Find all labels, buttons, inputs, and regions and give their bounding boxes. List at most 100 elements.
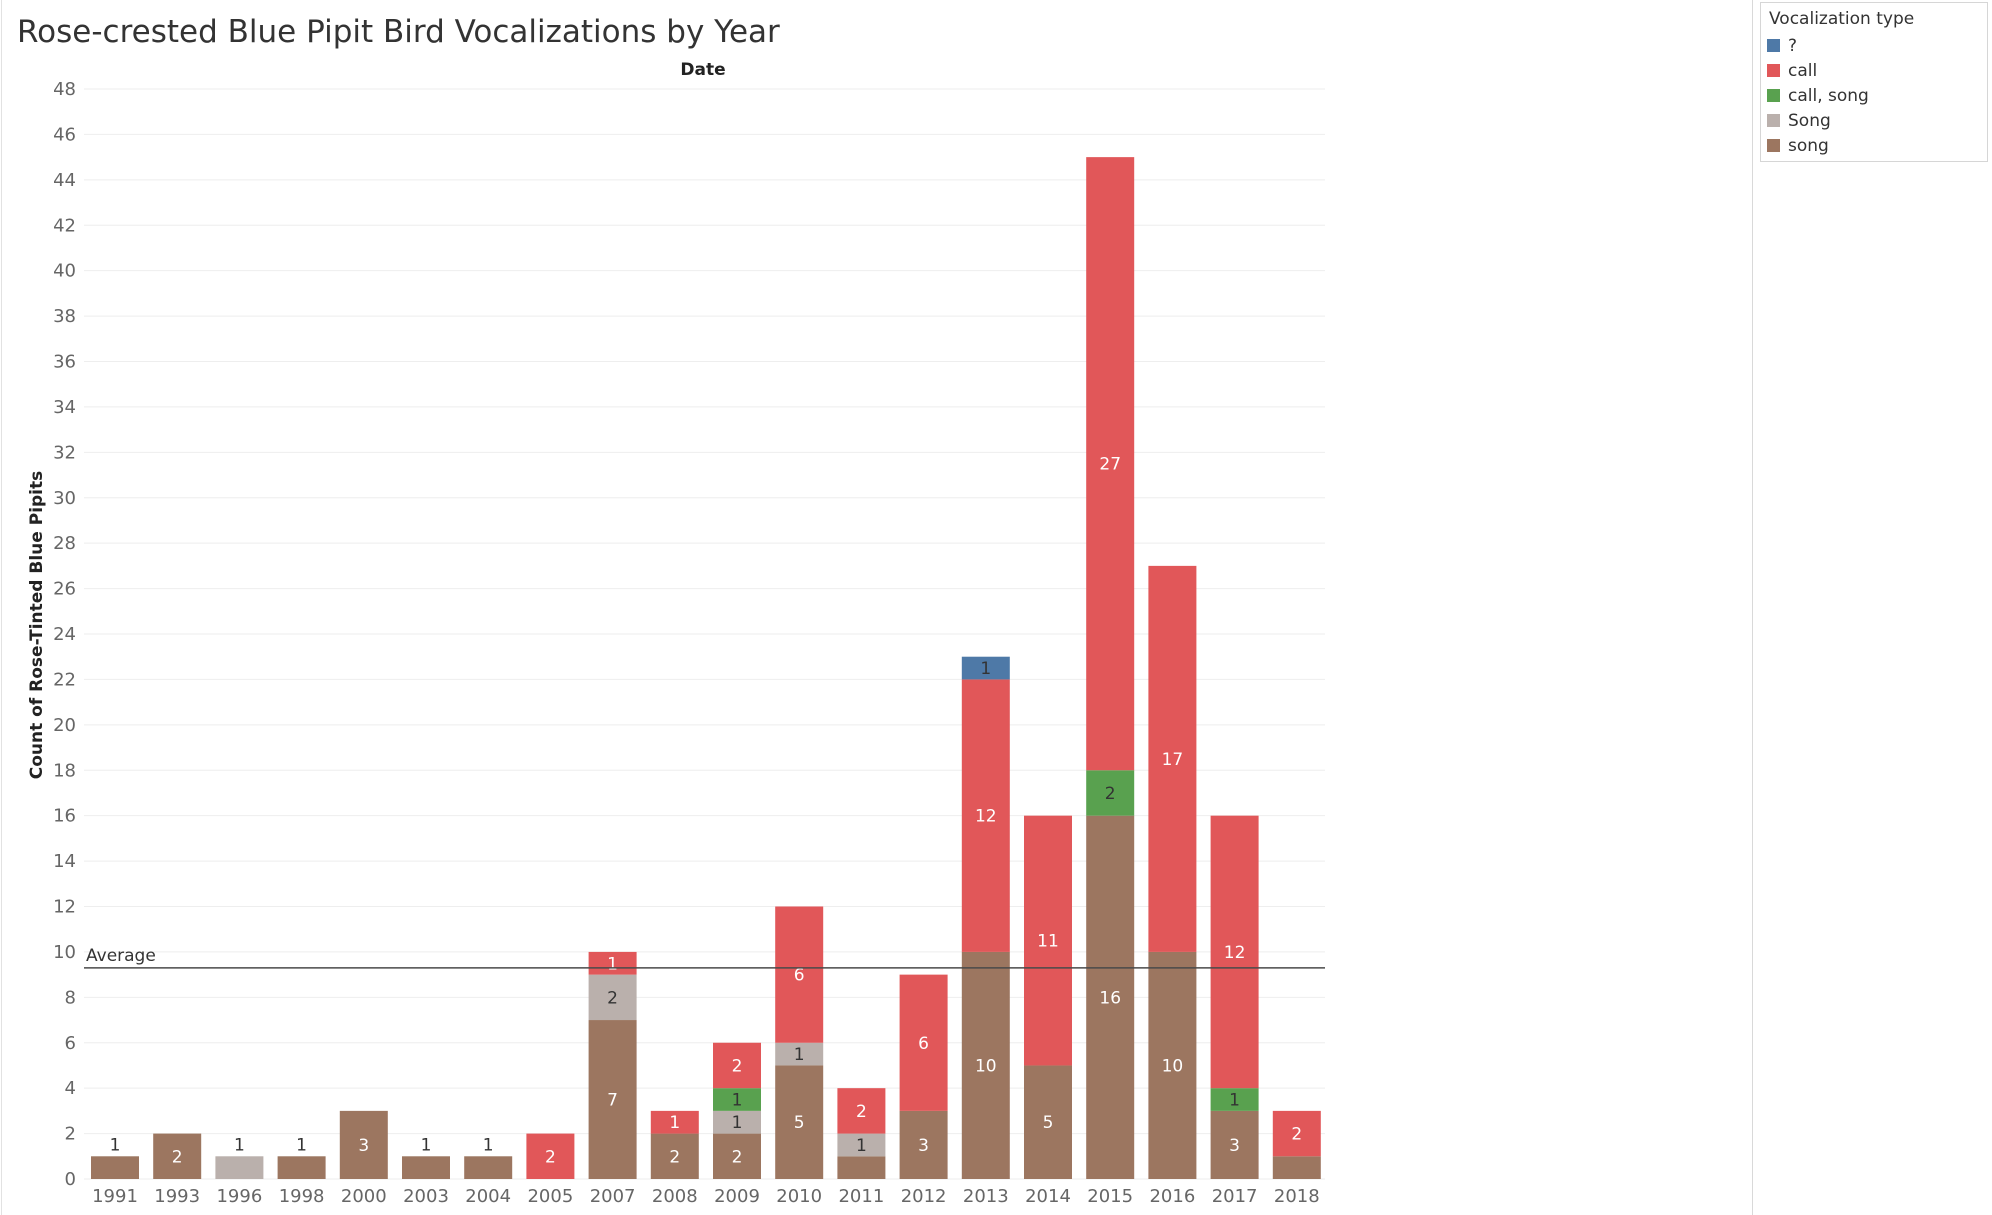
bar-segment xyxy=(775,1042,824,1066)
bar-segment xyxy=(588,974,637,1021)
legend-title: Vocalization type xyxy=(1769,9,1915,29)
x-tick-label: 2012 xyxy=(901,1186,947,1207)
data-label: 3 xyxy=(358,1136,369,1156)
data-label: 2 xyxy=(669,1147,680,1167)
legend-item[interactable]: call xyxy=(1761,58,1987,83)
y-tick-label: 46 xyxy=(53,124,76,145)
bar-segment xyxy=(837,1088,886,1134)
x-tick-label: 2003 xyxy=(403,1186,449,1207)
y-tick-label: 8 xyxy=(65,987,76,1008)
bar-segment xyxy=(1086,815,1135,1179)
x-tick-label: 2008 xyxy=(652,1186,698,1207)
bar-segment xyxy=(899,1110,948,1179)
data-label: 1 xyxy=(607,954,618,974)
data-label: 2 xyxy=(607,988,618,1008)
bar-segment xyxy=(713,1042,761,1089)
data-label: 11 xyxy=(1037,932,1059,952)
x-tick-label: 2018 xyxy=(1274,1186,1320,1207)
bars: 1211311272121211251611236101215111622710… xyxy=(91,157,1321,1179)
legend-label: call, song xyxy=(1788,85,1869,106)
bar-segment xyxy=(775,906,824,1043)
chart: Rose-crested Blue Pipit Bird Vocalizatio… xyxy=(17,14,1325,1207)
bar-segment xyxy=(1210,1088,1259,1111)
x-tick-label: 1993 xyxy=(154,1186,200,1207)
legend-swatch xyxy=(1767,114,1780,127)
bar-segment xyxy=(91,1156,139,1179)
column-header: Date xyxy=(680,60,725,80)
bar-segment xyxy=(1148,565,1197,952)
y-tick-label: 24 xyxy=(53,624,76,645)
data-label: 5 xyxy=(1043,1113,1054,1133)
data-label: 3 xyxy=(1229,1136,1240,1156)
x-tick-label: 2014 xyxy=(1025,1186,1071,1207)
y-tick-label: 18 xyxy=(53,760,76,781)
y-tick-label: 26 xyxy=(53,579,76,600)
bar-segment xyxy=(1148,951,1197,1179)
legend-label: Song xyxy=(1788,110,1831,131)
data-label: 16 xyxy=(1099,988,1121,1008)
x-tick-label: 2000 xyxy=(341,1186,387,1207)
x-tick-label: 2004 xyxy=(465,1186,511,1207)
legend-items: ? call call, song Song song xyxy=(1761,33,1987,158)
legend-swatch xyxy=(1767,139,1780,152)
x-tick-label: 2017 xyxy=(1212,1186,1258,1207)
data-label: 17 xyxy=(1162,750,1184,770)
y-tick-label: 16 xyxy=(53,806,76,827)
y-tick-label: 14 xyxy=(53,851,76,872)
bar-segment xyxy=(961,679,1010,952)
data-label: 2 xyxy=(1291,1125,1302,1145)
y-axis-title: Count of Rose-Tinted Blue Pipits xyxy=(27,471,47,780)
legend-item[interactable]: call, song xyxy=(1761,83,1987,108)
bar-segment xyxy=(277,1156,326,1179)
data-label: 6 xyxy=(794,966,805,986)
data-label: 1 xyxy=(856,1136,867,1156)
legend-swatch xyxy=(1767,39,1780,52)
legend-label: call xyxy=(1788,60,1818,81)
y-tick-label: 32 xyxy=(53,442,76,463)
y-tick-label: 40 xyxy=(53,261,76,282)
data-label: 1 xyxy=(296,1135,307,1155)
data-label: 1 xyxy=(732,1113,743,1133)
x-tick-label: 2015 xyxy=(1087,1186,1133,1207)
bar-segment xyxy=(526,1133,575,1179)
data-label: 1 xyxy=(234,1135,245,1155)
data-label: 7 xyxy=(607,1091,618,1111)
bar-segment xyxy=(713,1110,761,1134)
data-label: 2 xyxy=(545,1147,556,1167)
x-tick-label: 1998 xyxy=(279,1186,325,1207)
data-label: 2 xyxy=(1105,784,1116,804)
y-tick-label: 44 xyxy=(53,170,76,191)
data-label: 1 xyxy=(669,1113,680,1133)
y-axis-ticks: 0246810121416182022242628303234363840424… xyxy=(53,79,76,1190)
legend-swatch xyxy=(1767,89,1780,102)
bar-segment xyxy=(588,1020,637,1179)
y-tick-label: 30 xyxy=(53,488,76,509)
average-label: Average xyxy=(86,946,156,966)
legend-item[interactable]: Song xyxy=(1761,108,1987,133)
bar-segment xyxy=(1210,815,1259,1089)
x-tick-label: 2011 xyxy=(838,1186,884,1207)
left-border xyxy=(1,0,2,1215)
legend-item[interactable]: song xyxy=(1761,133,1987,158)
data-label: 1 xyxy=(980,659,991,679)
y-tick-label: 6 xyxy=(65,1033,76,1054)
data-label: 3 xyxy=(918,1136,929,1156)
data-label: 2 xyxy=(856,1102,867,1122)
y-tick-label: 34 xyxy=(53,397,76,418)
y-tick-label: 42 xyxy=(53,215,76,236)
bar-segment xyxy=(215,1156,264,1179)
data-label: 1 xyxy=(794,1045,805,1065)
x-tick-label: 1996 xyxy=(216,1186,262,1207)
data-label: 2 xyxy=(732,1056,743,1076)
bar-segment xyxy=(775,1065,824,1179)
legend-item[interactable]: ? xyxy=(1761,33,1987,58)
bar-segment xyxy=(1210,1110,1259,1179)
x-tick-label: 2016 xyxy=(1149,1186,1195,1207)
y-tick-label: 0 xyxy=(65,1169,76,1190)
data-label: 10 xyxy=(975,1056,997,1076)
data-label: 1 xyxy=(421,1135,432,1155)
y-tick-label: 48 xyxy=(53,79,76,100)
bar-segment xyxy=(1086,770,1135,816)
x-tick-label: 2010 xyxy=(776,1186,822,1207)
x-tick-label: 2013 xyxy=(963,1186,1009,1207)
